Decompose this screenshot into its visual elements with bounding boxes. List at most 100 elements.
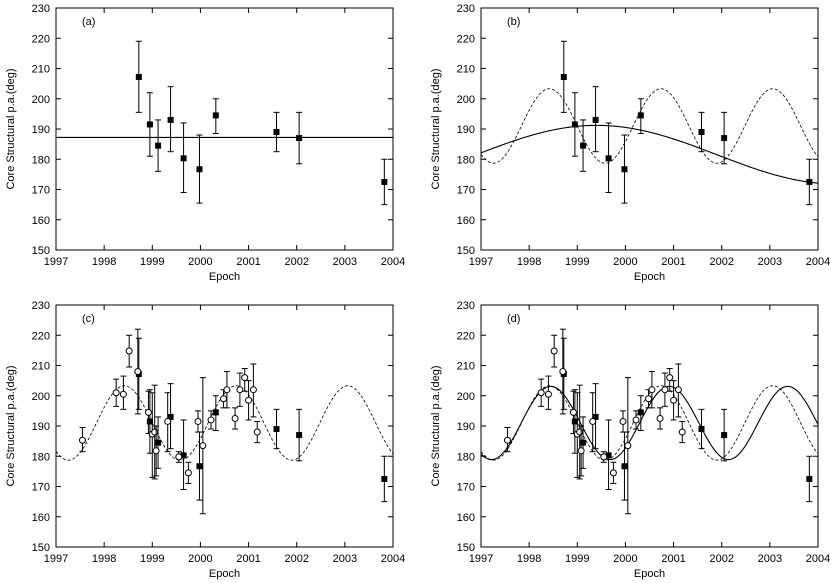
y-tick-label: 160 (32, 215, 50, 227)
panel-d: 1997 1998 1999 2000 2001 2002 2003 2004 150 160 17… (430, 300, 830, 580)
square-marker (273, 129, 280, 136)
x-tick-label: 2004 (381, 256, 405, 268)
square-marker (721, 432, 728, 439)
square-marker (180, 155, 187, 162)
square-point (592, 383, 599, 450)
square-point (155, 119, 162, 172)
circle-marker (175, 453, 183, 461)
square-point (381, 455, 388, 503)
square-point (296, 408, 303, 462)
circle-point (544, 375, 552, 410)
plot-frame (55, 304, 394, 548)
y-tick-label: 190 (457, 421, 475, 433)
square-marker (146, 418, 153, 425)
circle-marker (645, 395, 653, 403)
circle-marker (253, 428, 261, 436)
circle-marker (619, 417, 627, 425)
circle-point (125, 334, 133, 368)
circle-point (249, 363, 257, 418)
y-tick-label: 170 (457, 185, 475, 197)
circle-point (648, 371, 656, 409)
x-axis-label: Epoch (634, 271, 665, 283)
square-marker (637, 409, 644, 416)
circle-marker (78, 436, 86, 444)
circle-point (194, 410, 202, 433)
circle-marker (245, 396, 253, 404)
circle-marker (544, 390, 552, 398)
circle-marker (220, 395, 228, 403)
x-tick-label: 2004 (806, 553, 830, 565)
circle-marker (656, 414, 664, 422)
circle-point (223, 371, 231, 409)
x-tick-label: 2000 (613, 553, 637, 565)
circle-point (144, 390, 152, 435)
square-marker (571, 418, 578, 425)
curve-long-period-fit (481, 124, 818, 184)
square-marker (806, 178, 813, 185)
x-tick-label: 2003 (333, 553, 357, 565)
x-tick-label: 2003 (333, 256, 357, 268)
y-tick-label: 220 (32, 33, 50, 45)
x-tick-label: 1998 (92, 553, 116, 565)
circle-point (661, 372, 669, 407)
y-tick-label: 230 (457, 300, 475, 312)
x-tick-label: 1999 (140, 553, 164, 565)
y-tick-label: 150 (32, 245, 50, 257)
square-marker (146, 121, 153, 128)
y-axis-label: Core Structural p.a.(deg) (430, 365, 442, 486)
y-tick-label: 180 (32, 451, 50, 463)
circle-point (184, 461, 192, 484)
circle-marker (231, 414, 239, 422)
circle-point (632, 410, 640, 430)
y-tick-label: 220 (457, 33, 475, 45)
y-tick-label: 170 (32, 185, 50, 197)
square-point (273, 111, 280, 153)
x-tick-label: 1998 (517, 256, 541, 268)
panel-c: 1997 1998 1999 2000 2001 2002 2003 2004 150 160 17… (5, 300, 405, 580)
circle-point (559, 328, 567, 415)
x-tick-label: 2001 (661, 256, 685, 268)
circle-point (241, 368, 249, 392)
circle-point (503, 427, 511, 453)
square-marker (196, 463, 203, 470)
x-axis-label: Epoch (209, 568, 240, 580)
y-tick-label: 180 (32, 154, 50, 166)
circle-point (600, 451, 608, 463)
circle-marker (674, 386, 682, 394)
square-marker (212, 112, 219, 119)
circle-marker (600, 453, 608, 461)
circle-point (152, 425, 160, 477)
square-point (135, 40, 142, 113)
square-marker (605, 155, 612, 162)
x-axis-label: Epoch (634, 568, 665, 580)
square-point (571, 389, 578, 454)
x-tick-label: 2000 (188, 256, 212, 268)
circle-point (537, 378, 545, 407)
curve-short-period-fit (481, 88, 818, 164)
x-tick-label: 2002 (709, 256, 733, 268)
square-point (621, 431, 628, 501)
square-marker (605, 452, 612, 459)
circle-marker (609, 469, 617, 477)
circle-point (134, 328, 142, 415)
x-tick-label: 1997 (44, 553, 68, 565)
x-tick-label: 1997 (469, 256, 493, 268)
square-point (167, 383, 174, 450)
circle-point (589, 392, 597, 453)
circle-marker (537, 389, 545, 397)
plot-frame (55, 7, 394, 251)
y-tick-label: 210 (32, 361, 50, 373)
square-point (571, 92, 578, 157)
panel-label: (c) (82, 313, 95, 325)
square-marker (592, 116, 599, 123)
circle-point (253, 420, 261, 444)
circle-marker (112, 389, 120, 397)
square-marker (637, 112, 644, 119)
y-tick-label: 230 (457, 3, 475, 15)
y-tick-label: 180 (457, 154, 475, 166)
square-point (605, 419, 612, 491)
y-tick-label: 170 (32, 482, 50, 494)
y-tick-label: 220 (457, 330, 475, 342)
plot-frame (480, 7, 819, 251)
y-tick-label: 190 (32, 124, 50, 136)
